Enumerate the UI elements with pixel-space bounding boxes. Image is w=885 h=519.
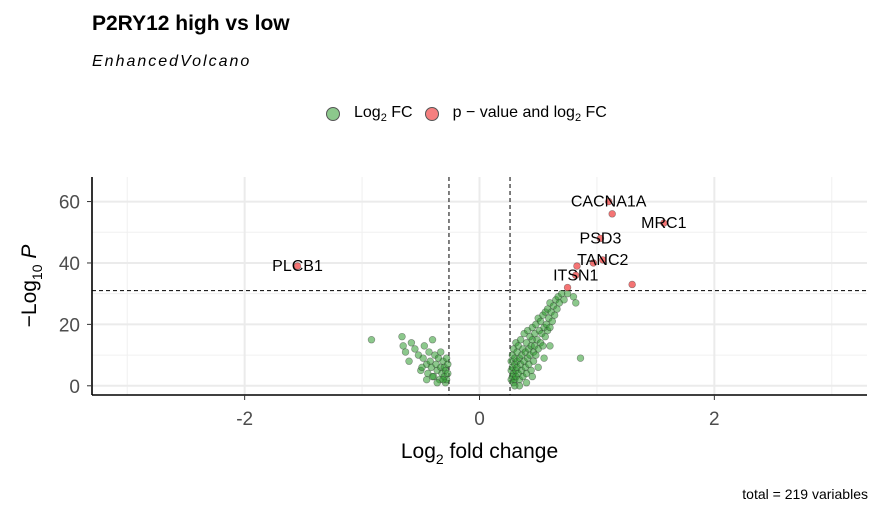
data-point [569, 293, 578, 301]
data-point [550, 311, 559, 319]
data-point [444, 360, 452, 368]
data-point [628, 280, 636, 289]
data-point [541, 332, 549, 341]
gene-label: CACNA1A [571, 194, 647, 211]
data-point [527, 366, 535, 375]
data-point [572, 271, 580, 279]
x-tick-label: 2 [709, 409, 720, 430]
data-point [548, 317, 557, 326]
data-point [573, 262, 581, 270]
legend-label-log2fc: Log2 FC [354, 104, 413, 125]
data-point [532, 351, 540, 359]
y-tick-label: 0 [69, 377, 80, 398]
legend: Log2 FC p − value and log2 FC [326, 104, 619, 124]
data-point [563, 283, 572, 292]
data-point [442, 354, 451, 362]
series-log2fc [367, 289, 585, 390]
data-point [398, 332, 406, 341]
legend-item-log2fc: Log2 FC [326, 104, 413, 124]
data-point [553, 305, 561, 313]
x-tick-label: -2 [236, 409, 253, 430]
data-point [540, 354, 548, 362]
data-point [444, 369, 452, 378]
data-point [546, 342, 554, 350]
chart-subtitle: EnhancedVolcano [92, 53, 252, 70]
data-point [539, 342, 547, 350]
data-point [604, 197, 613, 206]
data-point [589, 259, 598, 267]
data-point [367, 336, 376, 344]
data-point [560, 296, 568, 304]
data-point [522, 379, 531, 387]
legend-key-red [424, 107, 439, 122]
x-tick-label: 0 [474, 409, 485, 430]
legend-item-pvalue-log2fc: p − value and log2 FC [424, 104, 607, 125]
gene-label: MRC1 [641, 215, 686, 232]
data-point [401, 348, 410, 356]
gene-label: PLCB1 [272, 258, 323, 275]
data-point [293, 262, 302, 270]
data-point [418, 363, 426, 372]
y-tick-label: 60 [59, 193, 80, 214]
data-point [428, 372, 437, 381]
data-point [407, 339, 416, 347]
chart-title: P2RY12 high vs low [92, 12, 290, 35]
data-point [528, 372, 537, 381]
data-point [419, 354, 427, 362]
gene-label: PSD3 [580, 230, 622, 247]
data-point [534, 363, 542, 372]
data-point [428, 336, 437, 344]
legend-label-pvalue-log2fc: p − value and log2 FC [452, 104, 607, 125]
data-point [433, 379, 441, 387]
data-point [546, 323, 554, 332]
data-point [425, 348, 433, 356]
gene-label: ITSN1 [553, 267, 598, 284]
data-point [411, 345, 419, 353]
data-point [399, 342, 407, 350]
y-tick-label: 20 [59, 315, 80, 336]
data-point [422, 375, 431, 384]
caption-total: total = 219 variables [742, 486, 868, 502]
data-point [576, 354, 585, 362]
data-point [529, 357, 538, 365]
data-point [437, 348, 445, 356]
gene-label: TANC2 [577, 252, 628, 269]
data-point [608, 210, 616, 218]
data-point [596, 234, 605, 243]
y-tick-label: 40 [59, 254, 80, 275]
legend-key-green [326, 107, 340, 122]
data-point [599, 256, 607, 264]
series-pvalue-log2fc [293, 197, 668, 292]
data-point [420, 342, 429, 350]
data-point [439, 375, 447, 384]
data-point [572, 299, 580, 307]
data-point [516, 336, 525, 344]
y-axis-title: −Log10 P [18, 245, 45, 328]
data-point [405, 357, 413, 365]
x-axis-title: Log2 fold change [401, 440, 558, 467]
data-point [660, 219, 668, 227]
data-point [511, 382, 519, 390]
